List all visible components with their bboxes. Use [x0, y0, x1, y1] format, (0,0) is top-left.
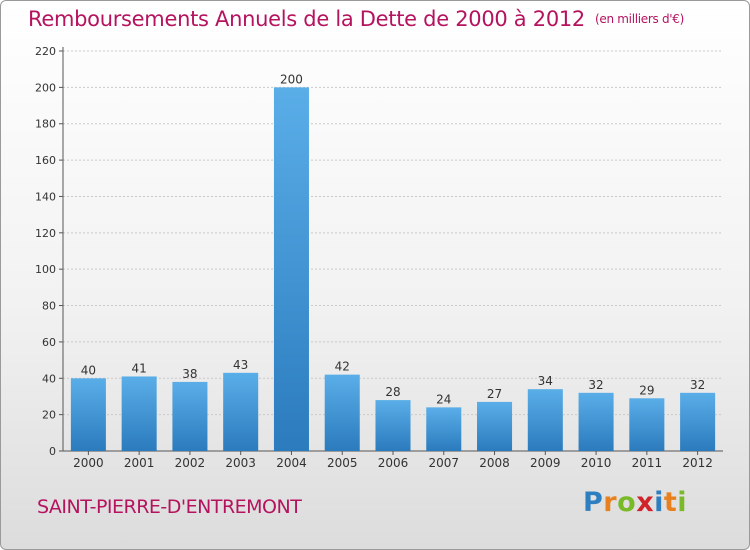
y-tick-label: 140	[35, 190, 56, 203]
y-tick-label: 160	[35, 154, 56, 167]
y-tick-label: 120	[35, 227, 56, 240]
chart-unit: (en milliers d'€)	[595, 12, 685, 26]
x-tick-label: 2001	[124, 456, 155, 470]
chart-title: Remboursements Annuels de la Dette de 20…	[28, 7, 684, 31]
x-tick-label: 2000	[73, 456, 104, 470]
x-tick-label: 2007	[428, 456, 459, 470]
logo-letter: x	[636, 487, 655, 518]
x-tick-label: 2012	[682, 456, 713, 470]
bar	[375, 400, 411, 451]
y-tick-label: 200	[35, 81, 56, 94]
x-tick-label: 2006	[378, 456, 409, 470]
bar	[324, 374, 360, 451]
x-tick-label: 2009	[530, 456, 561, 470]
x-tick-label: 2003	[225, 456, 256, 470]
logo-letter: P	[583, 487, 604, 518]
bar	[680, 392, 716, 451]
x-tick-label: 2008	[479, 456, 510, 470]
data-label: 24	[436, 392, 451, 406]
x-tick-label: 2011	[632, 456, 663, 470]
data-label: 34	[538, 374, 553, 388]
bar	[527, 389, 563, 451]
logo-letter: r	[603, 487, 618, 518]
bar	[172, 381, 208, 451]
data-label: 38	[182, 367, 197, 381]
bar	[477, 401, 513, 451]
logo-letter: o	[617, 487, 637, 518]
data-label: 29	[639, 383, 654, 397]
bar	[121, 376, 157, 451]
x-tick-label: 2004	[276, 456, 307, 470]
data-label: 32	[690, 378, 705, 392]
y-tick-label: 60	[42, 336, 56, 349]
y-tick-label: 220	[35, 45, 56, 58]
x-tick-label: 2005	[327, 456, 358, 470]
logo-letter: t	[663, 487, 678, 518]
chart-title-text: Remboursements Annuels de la Dette de 20…	[28, 7, 585, 31]
data-label: 27	[487, 387, 502, 401]
y-tick-label: 40	[42, 372, 56, 385]
data-label: 32	[588, 378, 603, 392]
data-label: 41	[132, 361, 147, 375]
data-label: 200	[280, 72, 303, 86]
bar	[426, 407, 462, 451]
bar	[273, 87, 309, 451]
y-tick-label: 100	[35, 263, 56, 276]
y-tick-label: 20	[42, 409, 56, 422]
proxiti-logo: Proxiti	[583, 487, 687, 518]
logo-letter: i	[677, 487, 688, 518]
y-tick-label: 0	[49, 445, 56, 458]
bar	[223, 372, 259, 451]
data-label: 28	[385, 385, 400, 399]
y-tick-label: 180	[35, 118, 56, 131]
data-label: 40	[81, 363, 96, 377]
bar	[70, 378, 106, 451]
x-tick-label: 2002	[175, 456, 206, 470]
data-label: 43	[233, 358, 248, 372]
x-tick-label: 2010	[581, 456, 612, 470]
logo-letter: i	[654, 487, 664, 518]
data-label: 42	[335, 360, 350, 374]
bar	[578, 392, 614, 451]
y-tick-label: 80	[42, 300, 56, 313]
bar	[629, 398, 665, 451]
commune-name: SAINT-PIERRE-D'ENTREMONT	[37, 496, 302, 518]
